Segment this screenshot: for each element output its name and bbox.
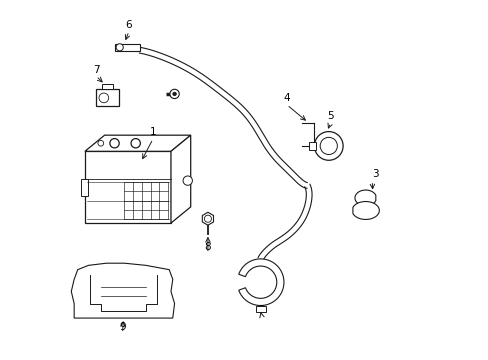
Bar (115, 44, 140, 51)
Text: 9: 9 (119, 322, 125, 332)
Circle shape (98, 140, 103, 146)
Circle shape (314, 132, 343, 160)
Text: 3: 3 (371, 169, 378, 179)
Polygon shape (171, 135, 190, 223)
Circle shape (116, 44, 123, 51)
Text: 1: 1 (149, 127, 156, 137)
Bar (102, 85, 113, 89)
Polygon shape (85, 135, 190, 151)
Text: 5: 5 (326, 111, 333, 121)
Polygon shape (202, 212, 213, 225)
Bar (96, 89, 119, 107)
Circle shape (169, 89, 179, 99)
Bar (255, 306, 265, 312)
Polygon shape (85, 151, 171, 223)
Text: 4: 4 (283, 93, 289, 103)
Polygon shape (354, 190, 375, 206)
Polygon shape (352, 202, 379, 220)
Text: 6: 6 (125, 20, 132, 30)
Circle shape (110, 139, 119, 148)
Polygon shape (238, 259, 284, 306)
Circle shape (172, 92, 176, 96)
Circle shape (99, 93, 108, 103)
Text: 2: 2 (258, 305, 264, 315)
Circle shape (320, 137, 337, 154)
Text: 8: 8 (204, 242, 211, 252)
Circle shape (183, 176, 192, 185)
Polygon shape (71, 263, 174, 318)
Bar (81, 179, 88, 196)
Bar (308, 142, 315, 149)
Circle shape (204, 215, 211, 222)
Circle shape (131, 139, 140, 148)
Text: 7: 7 (93, 64, 99, 75)
